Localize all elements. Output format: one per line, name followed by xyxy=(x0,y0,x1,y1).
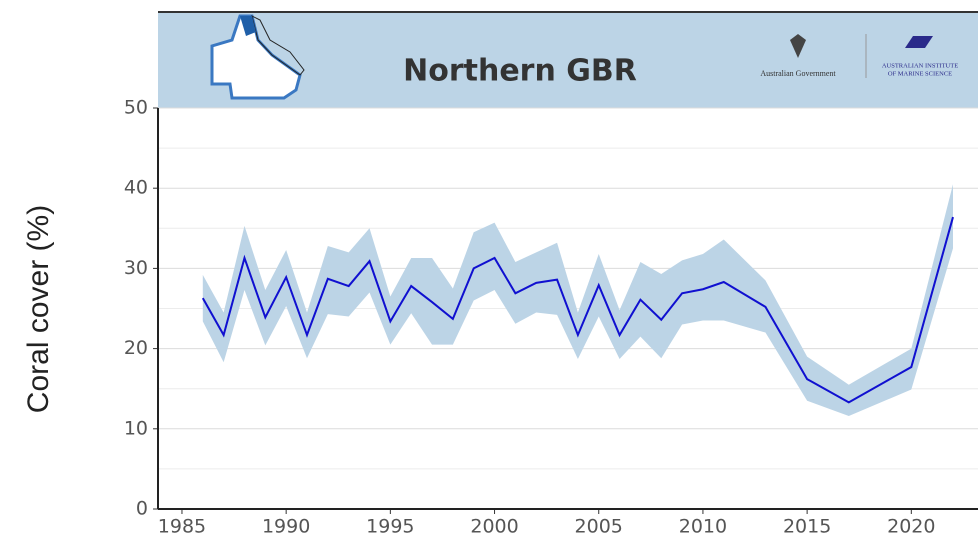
y-tick-label: 0 xyxy=(136,498,148,520)
x-tick-label: 1990 xyxy=(262,516,310,538)
x-tick-label: 1995 xyxy=(366,516,414,538)
x-tick-label: 2020 xyxy=(887,516,935,538)
region-highlight xyxy=(240,16,256,36)
y-tick-label: 20 xyxy=(124,337,148,359)
y-tick-label: 30 xyxy=(124,257,148,279)
logo-text: of Marine Science xyxy=(888,70,952,77)
x-tick-label: 2000 xyxy=(470,516,518,538)
line xyxy=(201,216,954,404)
aims-logo xyxy=(905,36,933,48)
x-tick-label: 2005 xyxy=(575,516,623,538)
y-axis-label: Coral cover (%) xyxy=(22,205,55,413)
y-tick-label: 40 xyxy=(124,177,148,199)
region-outline xyxy=(251,15,305,76)
y-tick-label: 50 xyxy=(124,97,148,119)
logo-text: Australian Government xyxy=(760,69,836,78)
x-tick-label: 1985 xyxy=(158,516,206,538)
chart-title: Northern GBR xyxy=(403,54,637,89)
confidence-band xyxy=(202,184,953,416)
gov-crest xyxy=(790,34,806,58)
logo-text: Australian Institute xyxy=(882,62,958,69)
x-tick-label: 2015 xyxy=(783,516,831,538)
y-tick-label: 10 xyxy=(124,417,148,439)
x-tick-label: 2010 xyxy=(679,516,727,538)
